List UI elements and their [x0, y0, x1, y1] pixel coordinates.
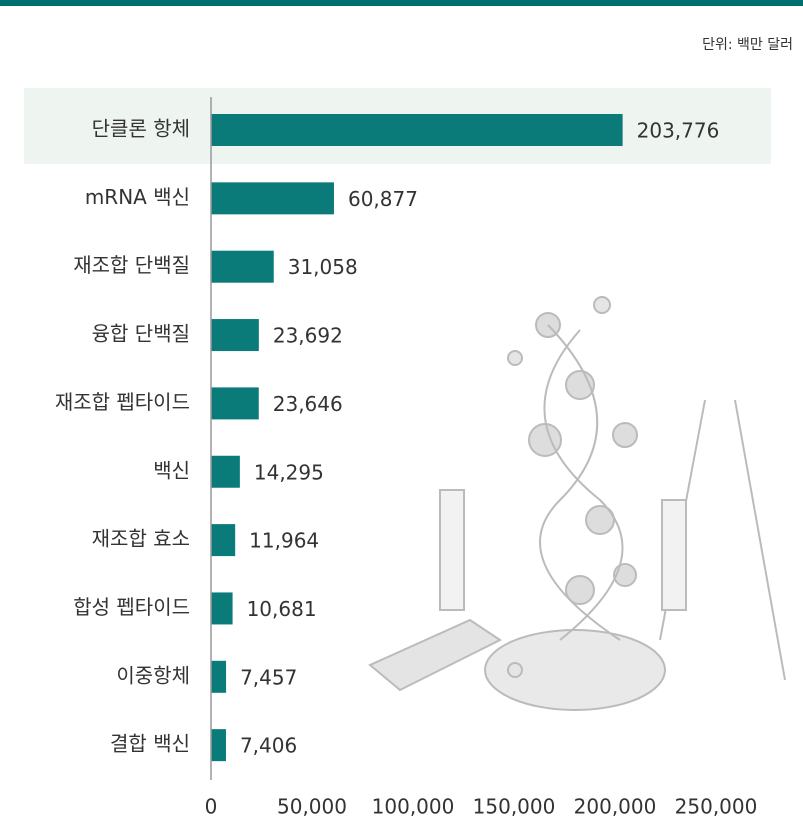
value-label: 203,776 — [637, 119, 720, 143]
bar — [211, 524, 235, 556]
x-tick-label: 150,000 — [473, 795, 556, 819]
bar — [211, 251, 274, 283]
x-tick-label: 0 — [205, 795, 218, 819]
category-label: 단클론 항체 — [92, 117, 190, 141]
value-label: 23,646 — [273, 392, 343, 416]
category-label: 합성 펩타이드 — [73, 595, 190, 619]
category-label: 재조합 효소 — [92, 527, 190, 551]
bar — [211, 182, 334, 214]
bar — [211, 114, 623, 146]
value-label: 23,692 — [273, 324, 343, 348]
value-label: 14,295 — [254, 460, 324, 484]
value-label: 7,457 — [240, 665, 297, 689]
value-label: 31,058 — [288, 255, 358, 279]
bar — [211, 661, 226, 693]
category-label: 재조합 펩타이드 — [55, 390, 190, 414]
category-label: 이중항체 — [116, 663, 190, 687]
bar — [211, 729, 226, 761]
category-label: 재조합 단백질 — [73, 253, 190, 277]
x-tick-label: 200,000 — [574, 795, 657, 819]
value-label: 11,964 — [249, 529, 319, 553]
unit-label: 단위: 백만 달러 — [702, 37, 793, 53]
category-label: mRNA 백신 — [85, 185, 190, 209]
chart: 단위: 백만 달러 0 50,000 100,000 150,000 200,000 25… — [0, 0, 803, 823]
x-tick-label: 100,000 — [372, 795, 455, 819]
value-label: 10,681 — [247, 597, 317, 621]
bar — [211, 387, 259, 419]
bar — [211, 456, 240, 488]
illustration — [370, 297, 785, 710]
category-label: 백신 — [153, 458, 190, 482]
x-tick-label: 250,000 — [675, 795, 758, 819]
top-stripe — [0, 0, 803, 6]
category-label: 결합 백신 — [110, 732, 190, 756]
value-label: 60,877 — [348, 187, 418, 211]
bar — [211, 319, 259, 351]
category-label: 융합 단백질 — [92, 322, 190, 346]
bar — [211, 592, 233, 624]
value-label: 7,406 — [240, 734, 297, 758]
x-tick-label: 50,000 — [277, 795, 347, 819]
